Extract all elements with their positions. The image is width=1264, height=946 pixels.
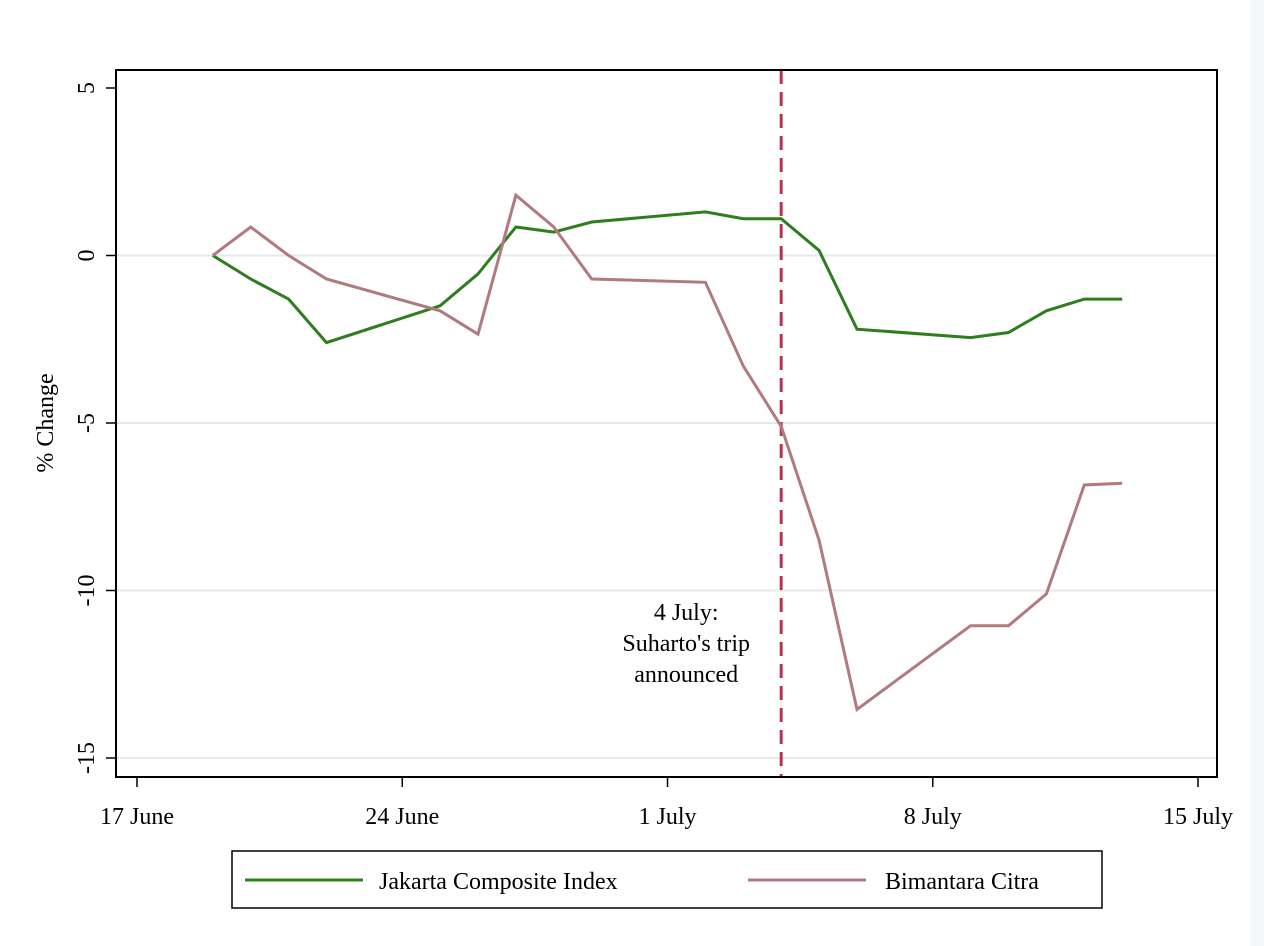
y-axis-title: % Change [33, 373, 59, 472]
right-edge-strip [1250, 0, 1264, 946]
x-tick-label-4: 15 July [1163, 804, 1233, 830]
x-axis: 17 June 24 June 1 July 8 July 15 July [100, 777, 1233, 830]
event-annotation-line-2: announced [634, 662, 738, 688]
legend-box [231, 850, 1103, 909]
y-tick-label-1: 0 [74, 250, 100, 262]
series-lines [211, 192, 1123, 712]
legend-label-1: Bimantara Citra [885, 869, 1039, 895]
series-line-1 [211, 192, 1123, 712]
gridlines [117, 254, 1216, 759]
y-tick-label-2: -5 [74, 413, 100, 433]
event-annotation-line-0: 4 July: [654, 600, 719, 626]
y-tick-label-0: 5 [74, 82, 100, 94]
event-annotation-line-1: Suharto's trip [622, 631, 750, 657]
legend-label-0: Jakarta Composite Index [379, 869, 618, 895]
y-tick-label-4: -15 [74, 742, 100, 774]
legend: Jakarta Composite Index Bimantara Citra [231, 850, 1103, 909]
y-tick-label-3: -10 [74, 575, 100, 607]
x-tick-label-1: 24 June [365, 804, 439, 830]
series-line-0 [212, 210, 1123, 345]
y-axis: 5 0 -5 -10 -15 [74, 82, 116, 774]
x-tick-label-3: 8 July [904, 804, 962, 830]
x-tick-label-2: 1 July [638, 804, 696, 830]
event-annotation: 4 July: Suharto's trip announced [622, 600, 750, 688]
x-tick-label-0: 17 June [100, 804, 174, 830]
